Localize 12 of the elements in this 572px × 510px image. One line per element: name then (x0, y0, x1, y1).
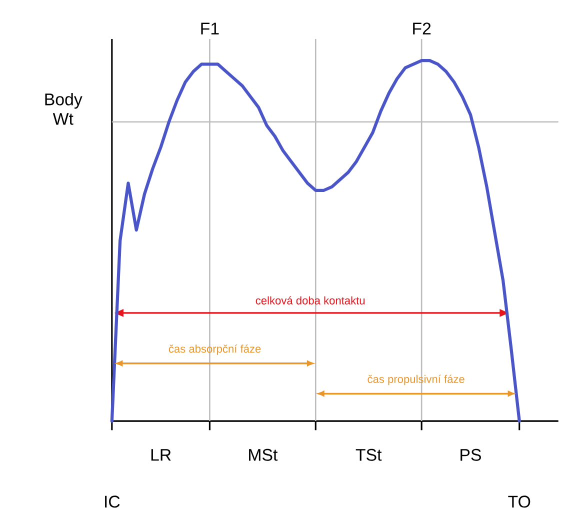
text: F2 (413, 22, 431, 34)
text: PS (460, 448, 481, 461)
annotation: čas absorpční fáze (168, 344, 261, 356)
text: TO (508, 496, 530, 508)
text: F1 (201, 22, 219, 34)
text: LR (151, 449, 171, 461)
text: TSt (356, 448, 382, 461)
ref-line-label: celková doba kontaktu (256, 296, 365, 305)
text: IC (105, 496, 120, 508)
annotation: čas propulsivní fáze (368, 374, 464, 386)
text: MSt (249, 448, 278, 461)
ref-line-label: Body Wt (45, 93, 82, 125)
